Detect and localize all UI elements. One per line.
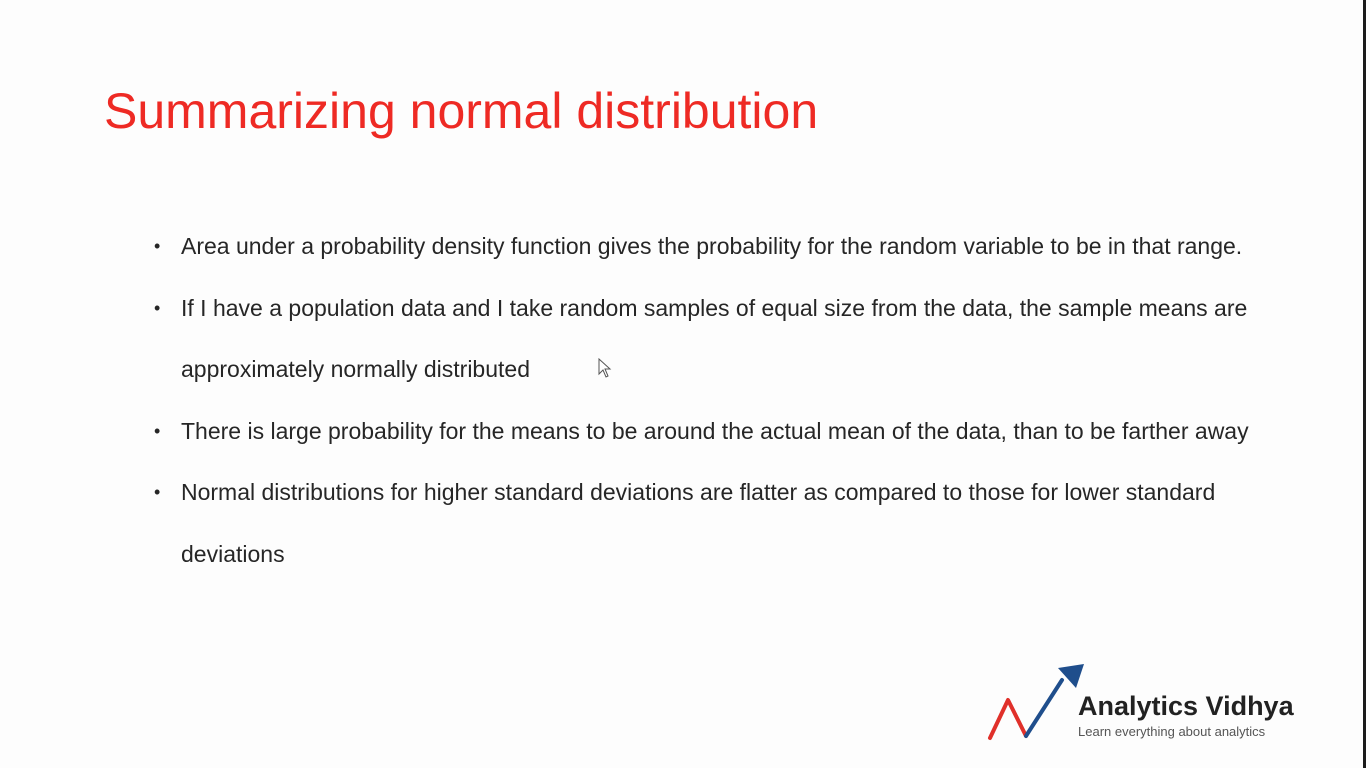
bullet-list: • Area under a probability density funct… (148, 216, 1268, 585)
bullet-text: If I have a population data and I take r… (181, 294, 1248, 383)
bullet-dot-icon: • (154, 297, 161, 318)
mouse-pointer-icon (598, 358, 612, 378)
bullet-item: • Normal distributions for higher standa… (148, 462, 1268, 585)
bullet-text: Area under a probability density functio… (181, 233, 1243, 259)
bullet-item: • If I have a population data and I take… (148, 278, 1268, 401)
bullet-text: There is large probability for the means… (181, 417, 1249, 444)
bullet-dot-icon: • (154, 482, 161, 502)
brand-tagline: Learn everything about analytics (1078, 724, 1266, 739)
analytics-vidhya-logo: Analytics Vidhya Learn everything about … (986, 658, 1346, 748)
bullet-item: • There is large probability for the mea… (148, 401, 1268, 463)
analytics-vidhya-logo-mark-icon (988, 664, 1084, 740)
bullet-item: • Area under a probability density funct… (148, 216, 1268, 278)
bullet-dot-icon: • (154, 420, 161, 441)
bullet-text: Normal distributions for higher standard… (181, 479, 1216, 567)
bullet-dot-icon: • (154, 236, 161, 256)
slide-title: Summarizing normal distribution (104, 83, 819, 139)
window-edge (1363, 0, 1366, 768)
brand-name: Analytics Vidhya (1078, 691, 1294, 721)
